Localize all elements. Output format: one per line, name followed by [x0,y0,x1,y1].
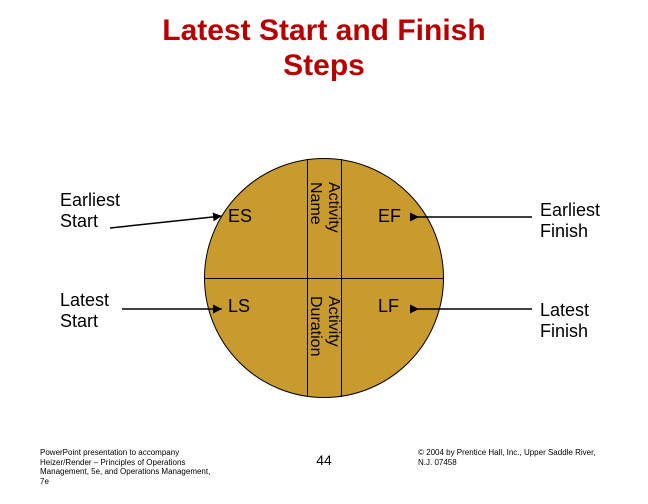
arrow-earliest-start [110,222,230,242]
node-diagram: ES EF LS LF Activity Name Activity Durat… [0,0,648,504]
footer-right-line: N.J. 07458 [418,458,628,468]
footer-left-line: PowerPoint presentation to accompany [40,448,270,458]
footer-right: © 2004 by Prentice Hall, Inc., Upper Sad… [418,448,628,467]
slide: Latest Start and Finish Steps ES EF LS L… [0,0,648,504]
footer-left: PowerPoint presentation to accompany Hei… [40,448,270,486]
activity-name-label: Activity Name [308,182,342,274]
activity-duration-label: Activity Duration [308,296,342,396]
arrow-latest-finish [410,304,540,314]
footer-right-line: © 2004 by Prentice Hall, Inc., Upper Sad… [418,448,628,458]
footer-left-line: 7e [40,477,270,487]
latest-finish-label: Latest Finish [540,300,630,342]
footer-left-line: Heizer/Render – Principles of Operations [40,458,270,468]
es-label: ES [228,206,252,227]
arrow-earliest-finish [410,212,540,222]
activity-duration-text: Activity Duration [307,296,342,356]
footer-left-line: Management, 5e, and Operations Managemen… [40,467,270,477]
earliest-finish-label: Earliest Finish [540,200,630,242]
lf-label: LF [378,296,399,317]
ef-label: EF [378,206,401,227]
activity-name-text: Activity Name [307,182,342,233]
arrow-latest-start [122,304,232,314]
horizontal-divider [204,278,444,279]
page-number: 44 [300,452,348,468]
